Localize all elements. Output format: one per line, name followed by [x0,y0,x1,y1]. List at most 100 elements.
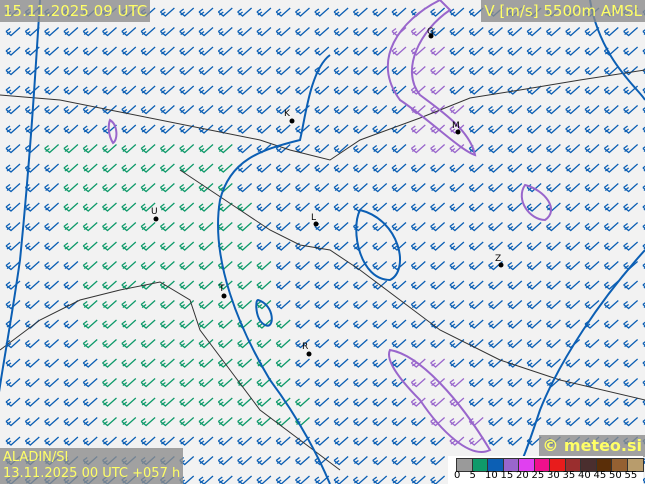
wind-barb [603,66,619,76]
wind-barb [468,105,484,115]
wind-barb [256,339,272,349]
wind-barb [565,319,581,329]
color-legend: 0 5 10 15 20 25 30 35 40 45 50 55 [448,456,644,484]
wind-barb [82,280,98,290]
wind-barb [565,280,581,290]
wind-barb [179,417,195,427]
wind-barb [410,319,426,329]
wind-barb [237,144,253,154]
wind-barb [333,358,349,368]
wind-barb [584,27,600,37]
wind-barb [295,183,310,193]
wind-barb [468,241,484,251]
wind-barb [430,280,446,290]
wind-barb [295,261,310,271]
wind-barb [24,280,40,290]
wind-barb [430,202,446,212]
wind-barb [314,300,330,310]
wind-barb [623,163,639,173]
wind-barb [507,66,523,76]
wind-barb [468,222,484,232]
wind-barb [275,300,291,310]
wind-barb [507,417,523,427]
wind-barb [526,222,542,232]
wind-barb [121,319,137,329]
wind-barb [449,339,465,349]
wind-barb [488,27,503,37]
wind-barb [488,417,503,427]
wind-barb [584,105,600,115]
wind-barb [44,183,60,193]
wind-barb [314,46,330,56]
wind-barb [468,358,484,368]
wind-barb [584,280,600,290]
wind-barb [372,66,388,76]
wind-barb [352,27,368,37]
wind-barb [314,378,330,388]
wind-barb [526,261,542,271]
coastline [0,281,341,471]
wind-barb [102,417,117,427]
wind-barb [314,339,330,349]
wind-barb [430,261,446,271]
wind-barb [623,319,639,329]
wind-barb [526,417,542,427]
wind-barb [256,7,272,17]
wind-barb [140,436,156,446]
wind-barb [140,397,156,407]
wind-barb [526,319,542,329]
wind-barb [82,339,98,349]
wind-barb [372,7,388,17]
wind-barb [295,66,310,76]
wind-barb [603,222,619,232]
wind-barb [584,397,600,407]
wind-barb [44,124,60,134]
wind-barb [603,27,619,37]
wind-barb [333,202,349,212]
wind-barb [237,300,253,310]
wind-barb [198,280,214,290]
wind-barb [430,300,446,310]
wind-barb [102,261,117,271]
wind-barb [430,222,446,232]
wind-barb [82,144,98,154]
wind-barb [198,358,214,368]
wind-barb [159,27,175,37]
wind-barb [468,300,484,310]
wind-barb [623,222,639,232]
wind-barb [603,378,619,388]
wind-barb [102,397,117,407]
wind-barb [256,261,272,271]
wind-barb [217,66,233,76]
wind-barb [468,261,484,271]
wind-barb [468,163,484,173]
wind-barb [449,397,465,407]
wind-barb [449,85,465,95]
wind-barb [507,46,523,56]
wind-barb [584,300,600,310]
wind-barb [63,124,79,134]
wind-barb [217,417,233,427]
wind-barb [545,241,561,251]
wind-barb [468,183,484,193]
wind-barb [5,183,21,193]
wind-barb [44,261,60,271]
wind-barb [410,144,426,154]
wind-barb [63,280,79,290]
wind-barb [430,105,446,115]
wind-barb [410,163,426,173]
wind-barb [198,85,214,95]
wind-barb [603,163,619,173]
wind-barb [179,46,195,56]
wind-barb [410,456,426,466]
city-label: Z [495,254,501,264]
wind-barb [603,261,619,271]
wind-barb [44,85,60,95]
wind-barb [391,319,407,329]
wind-barb [179,105,195,115]
wind-barb [63,66,79,76]
wind-barb [391,475,407,484]
wind-barb [102,163,117,173]
wind-barb [24,319,40,329]
wind-barb [430,358,446,368]
